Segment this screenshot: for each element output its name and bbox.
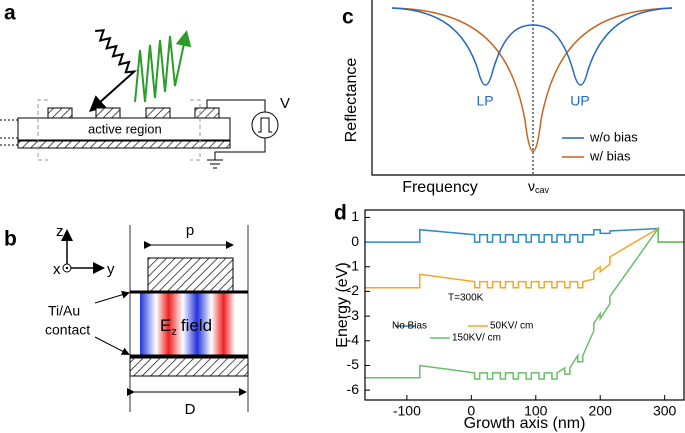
field-subscript: z [171,326,177,338]
series-line [365,227,684,289]
contact-label: Ti/Au [48,303,80,319]
legend-label: No Bias [392,321,427,332]
y-tick-label: 0 [351,233,359,249]
panel-label: b [4,228,17,251]
curve-without-bias [391,7,673,86]
d-label: D [185,401,196,418]
region-label: active region [88,121,162,136]
top-pad [147,257,234,292]
up-label: UP [570,93,589,109]
y-tick-label: -2 [347,282,360,298]
grating [145,107,171,119]
field-symbol: E [160,316,171,335]
series-line [365,227,684,243]
field-label: Ez field [160,316,212,337]
plot-frame [364,209,685,401]
cavity-label: νcav [528,178,550,196]
panel-d: -100 0 100 200 300 1 0 -1 -2 -3 -4 -5 -6 Growth axis … [334,208,685,432]
boundary [129,225,249,412]
dotted-edge [0,119,18,146]
y-tick-label: -4 [347,331,360,347]
contact-arrow [94,336,130,355]
x-axis-label: Growth axis (nm) [464,415,586,432]
y-axis-label: Energy (eV) [334,262,351,347]
y-label: y [107,261,115,278]
x-tick-label: 200 [589,403,613,419]
nu: ν [528,178,535,194]
axes [371,0,685,176]
legend-label: w/ bias [589,148,631,163]
z-label: z [56,223,64,240]
x-label: x [53,261,61,278]
x-tick-label: 100 [524,403,548,419]
y-tick-label: 1 [351,208,359,224]
x-axis-label: Frequency [402,179,478,196]
y-tick-label: -5 [347,356,360,372]
grating [95,107,121,119]
field-region [140,293,235,355]
annotation: T=300K [448,293,484,304]
y-axis-label: Reflectance [343,58,360,143]
series-line [365,226,684,380]
grating [194,107,220,119]
legend-label: w/o bias [589,129,638,144]
x-axis-dot [65,266,69,270]
y-tick-label: -6 [347,381,360,397]
legend-label: 150KV/ cm [452,333,501,344]
nu-subscript: cav [535,185,550,195]
y-tick-label: -3 [347,307,360,323]
ground [207,159,223,169]
x-tick-label: 300 [653,403,677,419]
contact-label: contact [45,322,90,338]
circuit-wire [206,99,266,160]
reflected-light [134,30,192,103]
lp-label: LP [476,93,493,109]
meter [251,111,279,139]
panel-b: b z x y p Ez field Ti/Au contact D [4,222,249,418]
x-tick-label: -100 [393,403,421,419]
panel-label: a [4,2,16,25]
contact-arrow [94,290,130,304]
p-label: p [186,222,194,239]
meter-label: V [280,95,290,112]
panel-a: a active region V [0,2,290,169]
x-tick-label: 0 [467,403,475,419]
panel-c: c LP UP w/o bias w/ bias Reflectance Fre… [342,0,685,196]
panel-label: c [342,6,354,29]
curve-with-bias [391,7,673,153]
ground-plane [17,140,231,149]
legend-label: 50KV/ cm [490,321,533,332]
field-word: field [181,316,212,335]
y-tick-label: -1 [347,257,360,273]
bottom-pad [129,357,249,377]
incident-light [89,29,138,112]
panel-label: d [334,202,347,225]
pulse-icon [258,117,272,133]
active-region [17,117,231,141]
grating [47,107,73,119]
